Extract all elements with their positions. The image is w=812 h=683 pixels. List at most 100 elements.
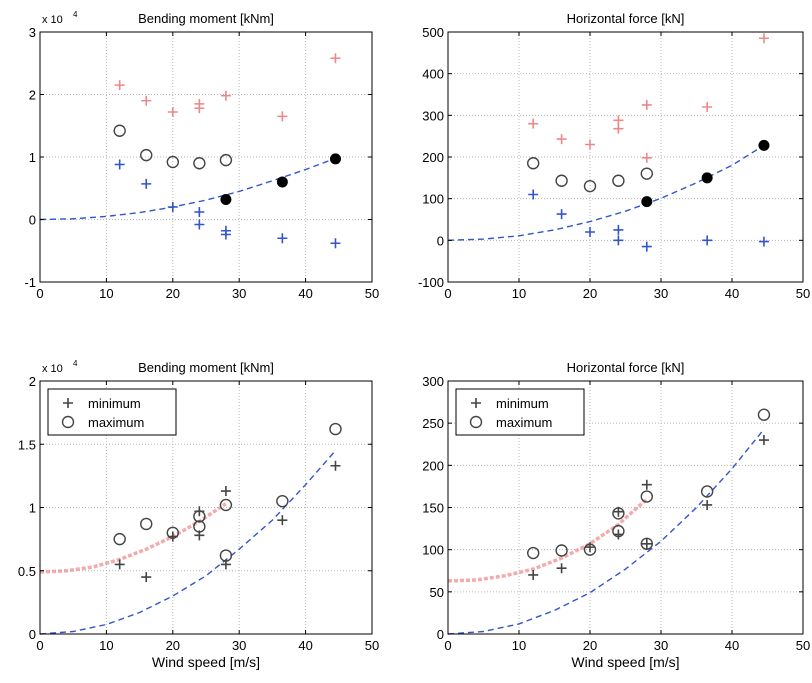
data-point-plus xyxy=(528,569,539,580)
x-tick-label: 30 xyxy=(654,638,668,653)
data-point-dot xyxy=(220,194,232,205)
data-point-plus xyxy=(194,103,205,114)
x-tick-label: 10 xyxy=(99,286,113,301)
legend: minimum maximum xyxy=(47,388,177,436)
x-tick-label: 40 xyxy=(298,638,312,653)
data-point-plus xyxy=(141,95,152,106)
data-point-plus xyxy=(613,224,624,235)
y-multiplier-exponent: 4 xyxy=(73,359,78,368)
x-tick-label: 10 xyxy=(512,286,526,301)
x-tick-label: 50 xyxy=(365,638,379,653)
y-tick-label: 1.5 xyxy=(18,437,36,452)
y-tick-label: 2 xyxy=(29,374,36,389)
data-point-circle xyxy=(113,532,126,546)
legend-marker-plus xyxy=(63,398,73,408)
data-point-plus xyxy=(702,102,713,112)
data-point-plus xyxy=(641,479,652,490)
x-tick-label: 40 xyxy=(298,286,312,301)
data-point-plus xyxy=(277,515,288,526)
x-tick-label: 30 xyxy=(654,286,668,301)
data-point-circle xyxy=(193,520,206,533)
x-tick-label: 0 xyxy=(444,286,451,301)
data-point-circle xyxy=(219,549,233,562)
data-point-circle xyxy=(193,157,206,170)
x-tick-label: 40 xyxy=(725,638,739,653)
data-point-circle xyxy=(527,157,540,170)
x-tick-label: 20 xyxy=(583,638,597,653)
y-tick-label: 1 xyxy=(29,150,36,165)
data-point-circle xyxy=(166,155,180,169)
data-point-circle xyxy=(612,507,625,520)
data-point-circle xyxy=(612,174,625,187)
data-point-plus xyxy=(194,219,205,230)
data-point-circle xyxy=(166,526,180,539)
y-tick-label: 0 xyxy=(437,627,444,642)
data-point-plus xyxy=(613,115,624,126)
y-tick-label: 3 xyxy=(29,25,36,40)
data-point-circle xyxy=(640,167,653,180)
data-point-circle xyxy=(555,174,568,187)
x-tick-label: 50 xyxy=(365,286,379,301)
curve-2 xyxy=(39,450,337,635)
data-point-dot xyxy=(329,153,341,165)
data-point-circle xyxy=(555,544,568,557)
legend-label-maximum: maximum xyxy=(88,415,144,430)
legend-label-minimum: minimum xyxy=(88,396,141,411)
data-point-plus xyxy=(114,159,125,170)
chart-title: Bending moment [kNm] xyxy=(138,360,274,375)
y-tick-label: -100 xyxy=(418,275,444,290)
data-point-circle xyxy=(276,494,289,508)
data-point-circle xyxy=(329,422,342,436)
data-point-plus xyxy=(585,139,595,150)
y-tick-label: 500 xyxy=(422,25,444,40)
data-point-circle xyxy=(757,408,771,421)
y-multiplier-exponent: 4 xyxy=(73,10,78,19)
chart-title: Horizontal force [kN] xyxy=(567,360,685,375)
legend-label-minimum: minimum xyxy=(496,396,549,411)
curve-2 xyxy=(447,428,765,635)
data-point-plus xyxy=(528,118,539,129)
data-point-plus xyxy=(114,559,125,570)
data-point-plus xyxy=(585,227,595,237)
data-point-plus xyxy=(758,33,769,44)
data-point-plus xyxy=(556,563,567,574)
legend-marker-circle xyxy=(61,415,75,429)
data-point-plus xyxy=(641,99,652,110)
data-point-plus xyxy=(114,80,125,91)
legend: minimum maximum xyxy=(455,388,585,436)
data-point-circle xyxy=(193,510,206,523)
y-tick-label: 150 xyxy=(422,501,444,516)
x-tick-label: 40 xyxy=(725,286,739,301)
x-tick-label: 20 xyxy=(583,286,597,301)
y-tick-label: 100 xyxy=(422,543,444,558)
data-point-dot xyxy=(701,172,713,184)
data-point-plus xyxy=(613,235,624,246)
data-point-plus xyxy=(758,236,769,247)
data-point-plus xyxy=(613,123,624,134)
data-point-dot xyxy=(641,196,653,208)
y-tick-label: 400 xyxy=(422,67,444,82)
x-tick-label: 20 xyxy=(166,638,180,653)
data-point-plus xyxy=(556,134,567,145)
data-point-plus xyxy=(641,241,652,252)
data-point-plus xyxy=(141,178,152,189)
data-point-circle xyxy=(612,524,625,538)
x-tick-label: 0 xyxy=(36,638,43,653)
chart-2: 0 10 20 30 40 50-1000100200300400500Horizonta… xyxy=(418,11,810,301)
y-tick-label: 200 xyxy=(422,150,444,165)
y-tick-label: 300 xyxy=(422,374,444,389)
data-point-circle xyxy=(219,498,233,512)
y-tick-label: 0 xyxy=(29,213,36,228)
data-point-plus xyxy=(702,499,713,510)
data-point-plus xyxy=(330,53,341,64)
x-axis-label: Wind speed [m/s] xyxy=(152,654,260,670)
data-point-circle xyxy=(113,124,126,137)
x-tick-label: 50 xyxy=(796,638,810,653)
x-tick-label: 30 xyxy=(232,286,246,301)
data-point-plus xyxy=(194,207,205,217)
y-multiplier: x 10 xyxy=(42,363,63,375)
data-point-plus xyxy=(167,202,178,212)
y-multiplier: x 10 xyxy=(42,14,63,26)
y-tick-label: 250 xyxy=(422,416,444,431)
data-point-circle xyxy=(140,517,153,531)
